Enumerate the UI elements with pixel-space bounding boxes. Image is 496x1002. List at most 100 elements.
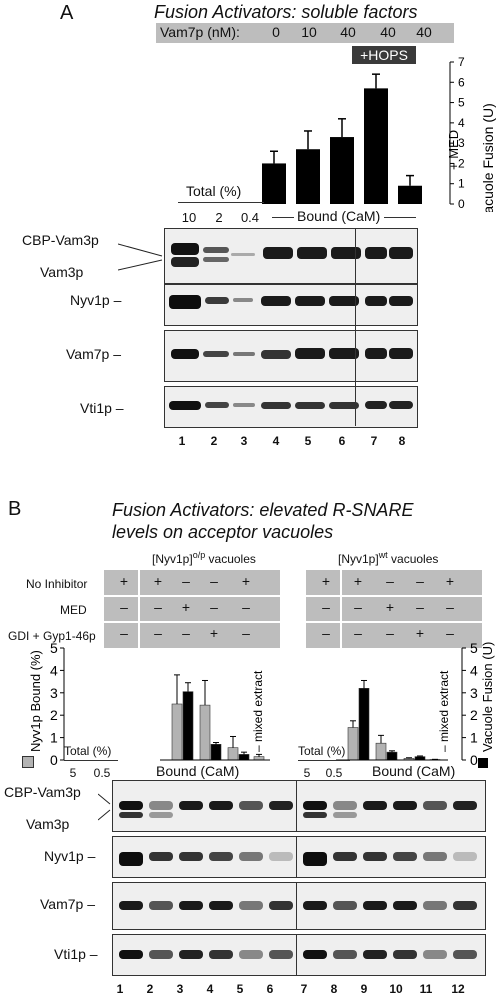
bar bbox=[375, 742, 387, 761]
blot-label-vam7p: Vam7p – bbox=[66, 346, 121, 362]
condition-cell: – bbox=[154, 625, 162, 641]
left-group-suffix: vacuoles bbox=[205, 552, 256, 566]
y-tick-label: 4 bbox=[470, 662, 478, 678]
lane-number: 11 bbox=[419, 982, 433, 996]
table-row-divider bbox=[104, 621, 280, 623]
total-value: 2 bbox=[215, 210, 223, 225]
legend-black-swatch bbox=[478, 758, 488, 768]
blot-b-nyv1p-wt bbox=[296, 836, 486, 878]
bar bbox=[358, 688, 370, 761]
right-group-name: [Nyv1p] bbox=[338, 552, 379, 566]
bar bbox=[347, 727, 359, 761]
condition-cell: – bbox=[182, 573, 190, 589]
bound-label-b-right: Bound (CaM) bbox=[372, 763, 456, 779]
lane-number: 10 bbox=[389, 982, 403, 996]
mixed-extract-label-left: – mixed extract bbox=[251, 670, 265, 752]
row-label-no-inhibitor: No Inhibitor bbox=[26, 577, 88, 591]
total-underline-b-right bbox=[298, 760, 350, 761]
condition-cell: – bbox=[210, 599, 218, 615]
condition-cell: – bbox=[354, 625, 362, 641]
bar bbox=[210, 744, 222, 761]
condition-cell: + bbox=[153, 573, 163, 589]
lane-number: 4 bbox=[272, 434, 280, 448]
y-tick-label: 5 bbox=[470, 640, 478, 656]
condition-cell: – bbox=[416, 599, 424, 615]
legend-gray-swatch bbox=[22, 756, 34, 768]
bar bbox=[414, 756, 426, 761]
panel-letter-a: A bbox=[60, 2, 74, 24]
total-label-b-left: Total (%) bbox=[64, 744, 112, 758]
bar bbox=[330, 137, 354, 204]
blot-pointer-lines bbox=[118, 243, 163, 271]
lane-number: 12 bbox=[451, 982, 465, 996]
vam7-value: 10 bbox=[301, 24, 317, 40]
lane-divider-a bbox=[355, 228, 356, 426]
lane-number: 8 bbox=[330, 982, 338, 996]
vam7-value: 40 bbox=[380, 24, 396, 40]
y-tick-label: 3 bbox=[470, 685, 478, 701]
bar bbox=[171, 703, 183, 761]
y-tick-label: 1 bbox=[470, 730, 478, 746]
bar bbox=[199, 704, 211, 761]
y-tick-label: 5 bbox=[50, 640, 58, 656]
blot-b-cbp-vam3p-wt bbox=[296, 780, 486, 832]
left-condition-table bbox=[104, 570, 280, 648]
y-tick-label: 3 bbox=[458, 136, 465, 150]
left-group-name: [Nyv1p] bbox=[152, 552, 193, 566]
lane-number: 5 bbox=[236, 982, 244, 996]
panel-b-title-line1: Fusion Activators: elevated R-SNARE bbox=[112, 500, 414, 520]
vam7-value: 40 bbox=[340, 24, 356, 40]
row-label-med: MED bbox=[60, 603, 87, 617]
y-tick-label: 4 bbox=[458, 116, 465, 130]
panel-b-title-line2: levels on acceptor vacuoles bbox=[112, 522, 334, 542]
condition-cell: – bbox=[322, 625, 330, 641]
lane-number: 2 bbox=[210, 434, 218, 448]
blot-label-b-nyv1p: Nyv1p – bbox=[44, 848, 96, 864]
blot-b-vam7p-wt bbox=[296, 882, 486, 930]
blot-label-vti1p: Vti1p – bbox=[80, 400, 124, 416]
bar bbox=[398, 185, 422, 204]
condition-cell: + bbox=[353, 573, 363, 589]
condition-cell: – bbox=[120, 625, 128, 641]
y-tick-label: 2 bbox=[470, 707, 478, 723]
total-value-b: 5 bbox=[69, 766, 77, 780]
blot-label-b-vti1p: Vti1p – bbox=[54, 946, 98, 962]
condition-cell: + bbox=[321, 573, 331, 589]
blot-label-vam3p: Vam3p bbox=[40, 264, 84, 280]
table-row-divider bbox=[306, 595, 482, 597]
bound-line-left bbox=[272, 217, 294, 218]
lane-number: 5 bbox=[304, 434, 312, 448]
lane-number: 3 bbox=[176, 982, 184, 996]
blot-b-pointer-lines bbox=[98, 793, 111, 821]
bar bbox=[262, 163, 286, 204]
blot-label-nyv1p: Nyv1p – bbox=[70, 292, 122, 308]
total-label-b-right: Total (%) bbox=[298, 744, 346, 758]
condition-cell: – bbox=[154, 599, 162, 615]
lane-number: 6 bbox=[338, 434, 346, 448]
bar bbox=[296, 149, 320, 204]
condition-cell: – bbox=[416, 573, 424, 589]
bar bbox=[182, 691, 194, 761]
lane-number: 1 bbox=[116, 982, 124, 996]
hops-label: +HOPS bbox=[352, 46, 416, 64]
y-tick-label: 0 bbox=[458, 197, 465, 211]
right-condition-table bbox=[306, 570, 482, 648]
vam7-row-label: Vam7p (nM): bbox=[160, 24, 240, 40]
blot-label-b-vam3p: Vam3p bbox=[26, 816, 70, 832]
table-row-divider bbox=[104, 595, 280, 597]
condition-cell: + bbox=[181, 599, 191, 615]
y-axis-left-label: Nyv1p Bound (%) bbox=[28, 650, 43, 752]
condition-cell: + bbox=[415, 625, 425, 641]
mixed-extract-label-right: – mixed extract bbox=[437, 670, 451, 752]
y-tick-label: 1 bbox=[50, 730, 58, 746]
panel-a-title: Fusion Activators: soluble factors bbox=[154, 2, 418, 22]
condition-cell: – bbox=[354, 599, 362, 615]
panel-letter-b: B bbox=[8, 498, 22, 520]
condition-cell: + bbox=[209, 625, 219, 641]
total-value: 10 bbox=[181, 210, 197, 225]
total-value-b: 5 bbox=[303, 766, 311, 780]
condition-cell: + bbox=[385, 599, 395, 615]
bound-label: Bound (CaM) bbox=[297, 208, 381, 224]
bar bbox=[238, 754, 250, 761]
table-col-divider bbox=[340, 570, 342, 648]
